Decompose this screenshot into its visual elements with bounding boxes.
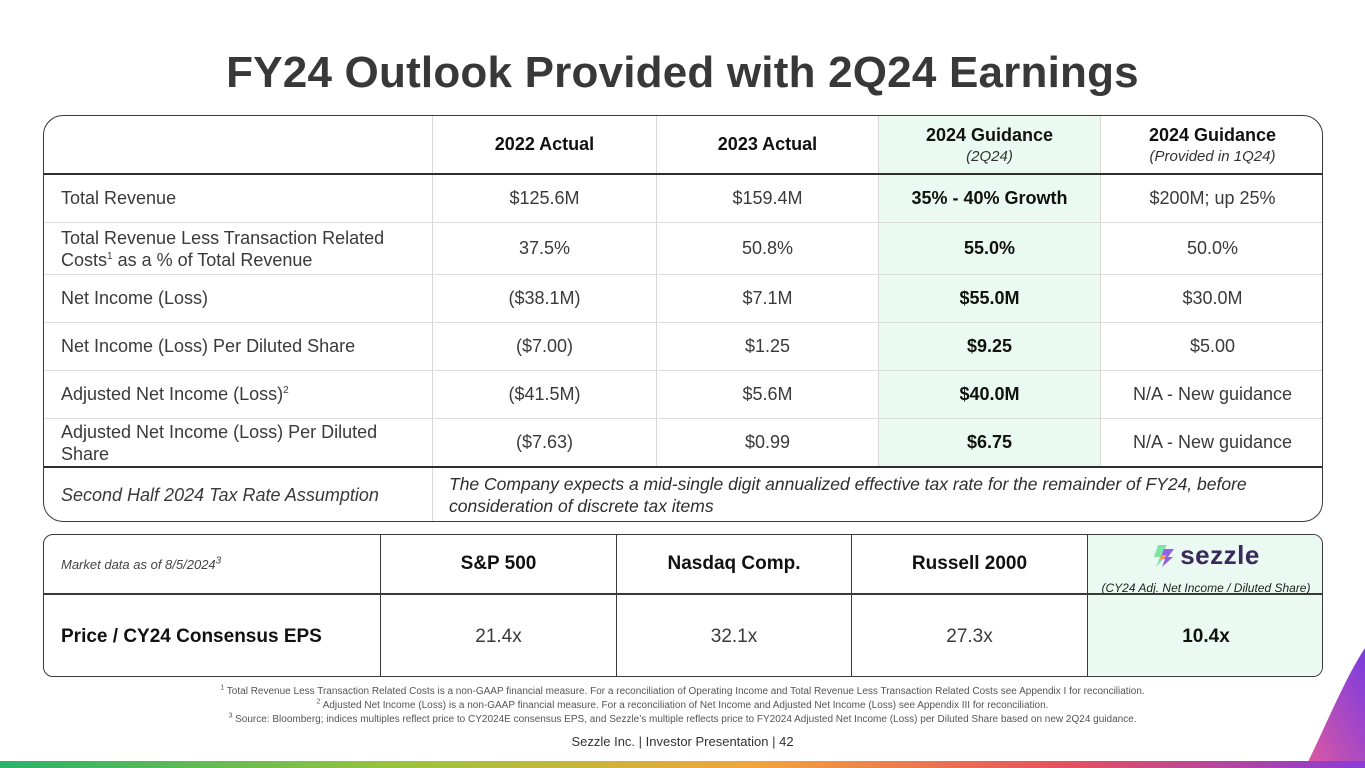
cell-guidance-2q24: $6.75 — [878, 419, 1100, 466]
footnote-3: 3 Source: Bloomberg; indices multiples r… — [228, 712, 1137, 725]
sezzle-logo-icon — [1154, 544, 1175, 567]
cell-2023: $1.25 — [656, 323, 878, 370]
row-label: Total Revenue — [61, 188, 177, 208]
market-value-row: Price / CY24 Consensus EPS 21.4x 32.1x 2… — [44, 595, 1322, 676]
tax-rate-row: Second Half 2024 Tax Rate Assumption The… — [44, 468, 1322, 521]
table-row: Adjusted Net Income (Loss)2 ($41.5M) $5.… — [44, 371, 1322, 418]
cell-guidance-2q24: $40.0M — [878, 371, 1100, 418]
cell-2023: $5.6M — [656, 371, 878, 418]
header-sp500: S&P 500 — [380, 535, 616, 593]
cell-2023: 50.8% — [656, 223, 878, 274]
row-label: Adjusted Net Income (Loss)2 — [61, 384, 289, 404]
page-title: FY24 Outlook Provided with 2Q24 Earnings — [226, 48, 1139, 97]
value-nasdaq: 32.1x — [616, 595, 851, 676]
table-row: Total Revenue Less Transaction Related C… — [44, 223, 1322, 274]
cell-guidance-1q24: $5.00 — [1100, 323, 1322, 370]
header-nasdaq: Nasdaq Comp. — [616, 535, 851, 593]
header-cell-empty — [44, 116, 432, 173]
cell-2023: $0.99 — [656, 419, 878, 466]
table-header-row: 2022 Actual 2023 Actual 2024 Guidance (2… — [44, 116, 1322, 173]
price-eps-label: Price / CY24 Consensus EPS — [61, 625, 322, 647]
header-2024-guidance-1q24: 2024 Guidance (Provided in 1Q24) — [1100, 116, 1322, 173]
cell-guidance-1q24: $30.0M — [1100, 275, 1322, 322]
table-row: Net Income (Loss) ($38.1M) $7.1M $55.0M … — [44, 275, 1322, 322]
header-sezzle: sezzle (CY24 Adj. Net Income / Diluted S… — [1087, 535, 1322, 595]
cell-guidance-2q24: $55.0M — [878, 275, 1100, 322]
tax-rate-label: Second Half 2024 Tax Rate Assumption — [61, 485, 379, 505]
row-label: Net Income (Loss) Per Diluted Share — [61, 336, 356, 356]
cell-2023: $159.4M — [656, 175, 878, 222]
tax-rate-text: The Company expects a mid-single digit a… — [432, 468, 1322, 521]
corner-swoosh-decoration — [1305, 648, 1365, 768]
header-2022-actual: 2022 Actual — [432, 116, 656, 173]
cell-2022: $125.6M — [432, 175, 656, 222]
sezzle-logo: sezzle — [1152, 540, 1260, 571]
cell-2022: ($7.63) — [432, 419, 656, 466]
value-russell-2000: 27.3x — [851, 595, 1087, 676]
cell-guidance-1q24: N/A - New guidance — [1100, 419, 1322, 466]
outlook-table: 2022 Actual 2023 Actual 2024 Guidance (2… — [43, 115, 1323, 522]
market-header-row: Market data as of 8/5/20243 S&P 500 Nasd… — [44, 535, 1322, 595]
cell-2022: 37.5% — [432, 223, 656, 274]
cell-guidance-1q24: $200M; up 25% — [1100, 175, 1322, 222]
row-label: Total Revenue Less Transaction Related C… — [61, 227, 385, 270]
slide-footer: Sezzle Inc. | Investor Presentation | 42 — [571, 734, 794, 749]
cell-2023: $7.1M — [656, 275, 878, 322]
cell-guidance-2q24: 55.0% — [878, 223, 1100, 274]
market-data-date: Market data as of 8/5/20243 — [61, 555, 222, 572]
footnote-1: 1 Total Revenue Less Transaction Related… — [220, 684, 1145, 697]
cell-2022: ($41.5M) — [432, 371, 656, 418]
row-label: Adjusted Net Income (Loss) Per Diluted S… — [61, 421, 378, 464]
cell-guidance-1q24: 50.0% — [1100, 223, 1322, 274]
market-data-table: Market data as of 8/5/20243 S&P 500 Nasd… — [43, 534, 1323, 677]
sezzle-logo-text: sezzle — [1180, 540, 1260, 570]
cell-guidance-2q24: 35% - 40% Growth — [878, 175, 1100, 222]
table-row: Adjusted Net Income (Loss) Per Diluted S… — [44, 419, 1322, 466]
table-row: Total Revenue $125.6M $159.4M 35% - 40% … — [44, 175, 1322, 222]
sezzle-metric-note: (CY24 Adj. Net Income / Diluted Share) — [1101, 581, 1311, 595]
row-label: Net Income (Loss) — [61, 288, 209, 308]
value-sp500: 21.4x — [380, 595, 616, 676]
value-sezzle: 10.4x — [1087, 595, 1322, 676]
header-2024-guidance-2q24: 2024 Guidance (2Q24) — [878, 116, 1100, 173]
footnotes: 1 Total Revenue Less Transaction Related… — [0, 685, 1365, 727]
table-row: Net Income (Loss) Per Diluted Share ($7.… — [44, 323, 1322, 370]
header-russell-2000: Russell 2000 — [851, 535, 1087, 593]
brand-gradient-bar — [0, 761, 1365, 768]
cell-guidance-1q24: N/A - New guidance — [1100, 371, 1322, 418]
cell-guidance-2q24: $9.25 — [878, 323, 1100, 370]
footnote-2: 2 Adjusted Net Income (Loss) is a non-GA… — [316, 698, 1049, 711]
cell-2022: ($38.1M) — [432, 275, 656, 322]
header-2023-actual: 2023 Actual — [656, 116, 878, 173]
cell-2022: ($7.00) — [432, 323, 656, 370]
